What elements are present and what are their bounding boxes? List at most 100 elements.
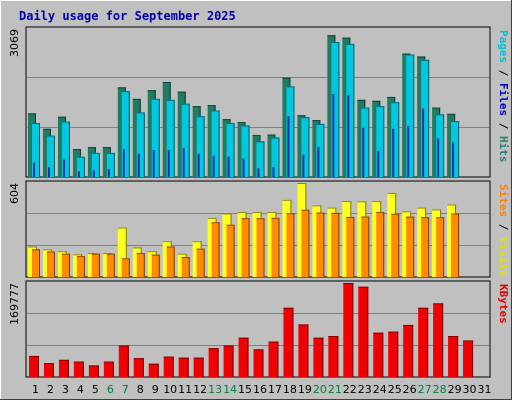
bar-files-day-1 bbox=[32, 122, 40, 177]
bar-pages-day-10 bbox=[167, 149, 170, 177]
bar-files-day-12 bbox=[196, 116, 205, 177]
bar-kbytes-day-27 bbox=[418, 307, 429, 377]
x-tick-day-28: 28 bbox=[433, 383, 447, 396]
bar-pages-day-1 bbox=[33, 162, 35, 177]
x-tick-day-22: 22 bbox=[343, 383, 357, 396]
bar-hits-day-16 bbox=[252, 135, 261, 177]
x-tick-day-4: 4 bbox=[77, 383, 84, 396]
bar-pages-day-15 bbox=[242, 158, 245, 177]
right-label-part-visits-0: Sites bbox=[497, 184, 510, 217]
bar-files-day-28 bbox=[436, 114, 445, 177]
bar-pages-day-18 bbox=[287, 116, 290, 177]
x-tick-day-14: 14 bbox=[223, 383, 237, 396]
bar-sites-day-23 bbox=[361, 216, 370, 277]
x-tick-day-29: 29 bbox=[448, 383, 462, 396]
bar-kbytes-day-3 bbox=[58, 359, 69, 377]
bar-sites-day-17 bbox=[271, 217, 280, 277]
x-tick-day-16: 16 bbox=[253, 383, 267, 396]
bar-sites-day-29 bbox=[451, 213, 460, 277]
bar-pages-day-5 bbox=[92, 170, 95, 177]
bar-files-day-27 bbox=[421, 59, 430, 178]
chart-title: Daily usage for September 2025 bbox=[19, 9, 236, 23]
right-label-part-hits-1: / bbox=[497, 63, 510, 83]
bar-sites-day-13 bbox=[211, 222, 220, 277]
x-tick-day-30: 30 bbox=[463, 383, 477, 396]
bar-kbytes-day-20 bbox=[313, 337, 324, 377]
bar-sites-day-19 bbox=[301, 209, 310, 277]
x-tick-day-9: 9 bbox=[152, 383, 159, 396]
x-tick-day-3: 3 bbox=[62, 383, 69, 396]
bar-sites-day-8 bbox=[136, 253, 145, 277]
bar-visits-day-7 bbox=[117, 227, 127, 277]
bar-pages-day-13 bbox=[212, 155, 215, 177]
bar-pages-day-17 bbox=[272, 167, 275, 177]
bar-files-day-15 bbox=[241, 125, 250, 177]
bar-kbytes-day-16 bbox=[253, 349, 264, 377]
bar-files-day-5 bbox=[91, 152, 100, 177]
bar-kbytes-day-29 bbox=[448, 336, 459, 377]
bar-kbytes-day-13 bbox=[208, 348, 219, 377]
x-tick-day-5: 5 bbox=[92, 383, 99, 396]
bar-pages-day-23 bbox=[362, 127, 365, 177]
bar-kbytes-day-4 bbox=[73, 361, 84, 377]
bar-sites-day-16 bbox=[256, 218, 265, 277]
bar-kbytes-day-12 bbox=[193, 357, 204, 377]
bar-sites-day-9 bbox=[151, 254, 160, 277]
bar-kbytes-day-30 bbox=[463, 340, 474, 377]
right-label-part-hits-3: / bbox=[497, 116, 510, 136]
bar-files-day-4 bbox=[76, 156, 85, 177]
bar-sites-day-5 bbox=[91, 253, 100, 277]
bar-sites-day-22 bbox=[346, 216, 355, 277]
bar-pages-day-12 bbox=[197, 153, 200, 177]
x-tick-day-15: 15 bbox=[238, 383, 252, 396]
bar-sites-day-20 bbox=[316, 212, 325, 277]
bar-pages-day-20 bbox=[317, 147, 320, 177]
bar-kbytes-day-22 bbox=[343, 283, 354, 377]
chart-panels: 3069 Pages / Files / Hits 604 Sites / Visit… bbox=[8, 26, 510, 378]
x-tick-day-17: 17 bbox=[268, 383, 282, 396]
bar-pages-day-9 bbox=[152, 149, 155, 177]
right-label-kbytes: KBytes bbox=[497, 284, 510, 324]
bar-files-day-26 bbox=[406, 54, 415, 177]
bar-files-day-11 bbox=[181, 103, 190, 177]
x-tick-day-20: 20 bbox=[313, 383, 327, 396]
bar-pages-day-8 bbox=[137, 153, 140, 177]
bar-pages-day-29 bbox=[452, 142, 455, 177]
x-tick-day-11: 11 bbox=[178, 383, 192, 396]
bar-sites-day-11 bbox=[181, 257, 190, 277]
bar-files-day-3 bbox=[61, 121, 70, 177]
bar-pages-day-21 bbox=[332, 94, 335, 177]
bar-files-day-10 bbox=[166, 99, 175, 177]
bar-kbytes-day-17 bbox=[268, 341, 279, 377]
bar-files-day-14 bbox=[226, 122, 235, 177]
x-tick-day-31: 31 bbox=[478, 383, 492, 396]
bar-files-day-16 bbox=[256, 141, 265, 177]
bar-kbytes-day-26 bbox=[403, 324, 414, 377]
bar-sites-day-27 bbox=[421, 217, 430, 277]
x-tick-day-25: 25 bbox=[388, 383, 402, 396]
bar-sites-day-7 bbox=[121, 258, 130, 277]
bar-pages-day-2 bbox=[47, 167, 50, 177]
bar-files-day-25 bbox=[391, 102, 400, 177]
bar-sites-day-3 bbox=[61, 253, 70, 277]
bar-pages-day-14 bbox=[227, 156, 230, 177]
right-label-visits: Sites / Visits bbox=[497, 184, 510, 277]
bar-kbytes-day-24 bbox=[373, 332, 384, 377]
bar-pages-day-27 bbox=[422, 108, 425, 177]
x-tick-day-18: 18 bbox=[283, 383, 297, 396]
bar-kbytes-day-28 bbox=[433, 303, 444, 377]
bar-files-day-2 bbox=[46, 135, 55, 177]
bar-files-day-8 bbox=[136, 112, 145, 177]
x-tick-day-8: 8 bbox=[137, 383, 144, 396]
bar-pages-day-4 bbox=[77, 171, 80, 177]
x-tick-day-23: 23 bbox=[358, 383, 372, 396]
bar-kbytes-day-1 bbox=[29, 355, 39, 377]
x-tick-day-27: 27 bbox=[418, 383, 432, 396]
bar-files-day-22 bbox=[346, 43, 355, 177]
bar-sites-day-25 bbox=[391, 213, 400, 277]
bar-sites-day-2 bbox=[46, 251, 55, 277]
bar-kbytes-day-8 bbox=[133, 358, 144, 377]
bar-sites-day-14 bbox=[226, 224, 235, 277]
bar-pages-day-22 bbox=[347, 95, 350, 177]
